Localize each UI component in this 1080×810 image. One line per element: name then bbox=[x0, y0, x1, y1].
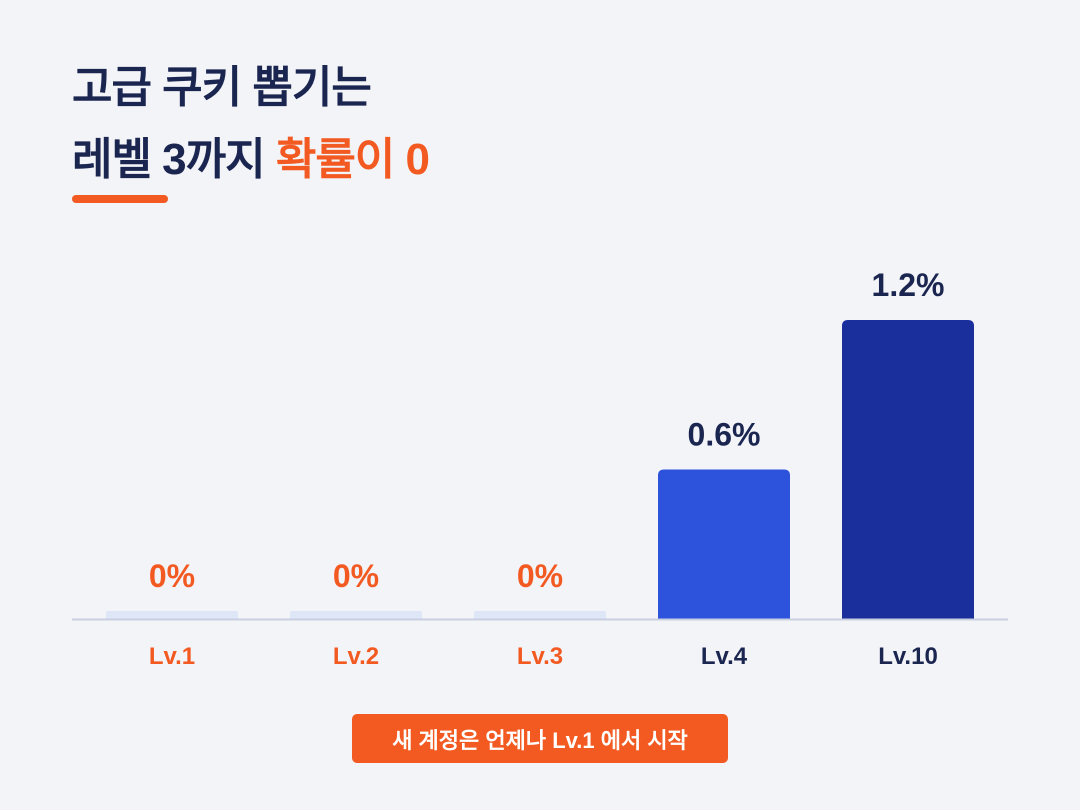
title-line-2-accent: 확률이 0 bbox=[275, 135, 430, 184]
category-label: Lv.10 bbox=[878, 643, 938, 670]
bar-lv2 bbox=[290, 611, 422, 619]
value-label: 0% bbox=[149, 558, 195, 594]
title-line-2-prefix: 레벨 3까지 bbox=[72, 135, 276, 184]
category-label: Lv.4 bbox=[701, 643, 748, 670]
title-line-1: 고급 쿠키 뽑기는 bbox=[72, 63, 372, 112]
value-label: 0% bbox=[333, 558, 379, 594]
value-label: 1.2% bbox=[872, 267, 945, 303]
category-label: Lv.1 bbox=[149, 643, 195, 670]
value-label: 0% bbox=[517, 558, 563, 594]
value-label: 0.6% bbox=[688, 417, 761, 453]
bar-lv4 bbox=[658, 469, 790, 619]
title-underline bbox=[72, 195, 168, 203]
note-badge: 새 계정은 언제나 Lv.1 에서 시작 bbox=[352, 714, 728, 763]
bar-lv3 bbox=[474, 611, 606, 619]
page-title: 고급 쿠키 뽑기는 레벨 3까지 확률이 0 bbox=[72, 52, 430, 196]
title-line-2: 레벨 3까지 확률이 0 bbox=[72, 124, 430, 196]
bar-lv10 bbox=[842, 320, 974, 619]
bar-lv1 bbox=[106, 611, 238, 619]
category-label: Lv.2 bbox=[333, 643, 379, 670]
category-label: Lv.3 bbox=[517, 643, 563, 670]
